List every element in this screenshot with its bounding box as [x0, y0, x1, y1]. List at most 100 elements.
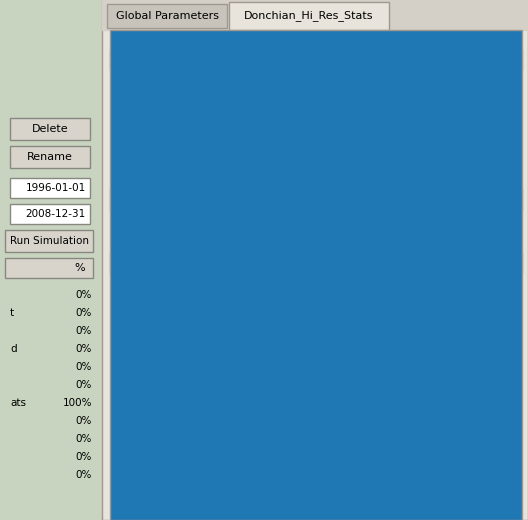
Bar — [408, 407, 419, 418]
Circle shape — [123, 118, 133, 128]
Text: ▼: ▼ — [417, 75, 425, 85]
Text: ats: ats — [10, 398, 26, 408]
Bar — [408, 359, 419, 370]
Text: 12%: 12% — [271, 244, 296, 254]
Bar — [408, 311, 419, 322]
Text: t: t — [10, 308, 14, 318]
Text: 0: 0 — [498, 382, 506, 395]
Bar — [425, 137, 510, 153]
Bar — [320, 241, 410, 257]
Text: Step: Step — [380, 359, 406, 369]
Bar — [300, 70, 430, 90]
Text: 50: 50 — [491, 161, 506, 174]
Text: 2: 2 — [498, 333, 506, 346]
Text: 1996-01-01: 1996-01-01 — [26, 183, 86, 193]
Text: 0%: 0% — [76, 326, 92, 336]
Text: System: Donchian_Hi_Res_Stats: System: Donchian_Hi_Res_Stats — [118, 41, 366, 55]
Text: 0%: 0% — [76, 416, 92, 426]
Text: %: % — [74, 263, 86, 273]
Bar — [425, 308, 510, 324]
Circle shape — [126, 83, 130, 87]
Text: All Liquid: All Liquid — [306, 73, 360, 86]
Text: Step: Step — [380, 162, 406, 172]
Text: ▲: ▲ — [504, 258, 512, 268]
Text: Step: Step — [380, 335, 406, 345]
Bar — [107, 4, 227, 28]
Text: Delete: Delete — [32, 124, 68, 134]
Text: Exit Breakout (days): Exit Breakout (days) — [118, 358, 238, 370]
Text: 0%: 0% — [76, 380, 92, 390]
Text: Step: Step — [380, 224, 406, 234]
Text: Exit Offset (ATR): Exit Offset (ATR) — [118, 382, 215, 395]
Bar — [10, 178, 90, 198]
Bar — [412, 70, 430, 90]
Bar — [408, 140, 419, 151]
Bar — [425, 159, 510, 175]
Text: Futures: Futures — [138, 79, 182, 92]
Text: 100%: 100% — [62, 398, 92, 408]
Bar — [408, 224, 419, 235]
Text: Risk Per Trade (%): Risk Per Trade (%) — [118, 223, 225, 236]
Text: Rename: Rename — [27, 152, 73, 162]
Text: 20: 20 — [491, 358, 506, 370]
Text: 0%: 0% — [76, 290, 92, 300]
Text: 0.05%: 0.05% — [161, 244, 196, 254]
Text: Step: Step — [380, 311, 406, 321]
Text: Step: Step — [380, 407, 406, 417]
Bar — [220, 241, 300, 257]
Bar — [5, 230, 93, 252]
Text: 0%: 0% — [76, 308, 92, 318]
Text: Step: Step — [380, 287, 406, 297]
Bar — [425, 380, 510, 396]
Text: 10: 10 — [491, 406, 506, 419]
Bar — [425, 284, 510, 300]
Bar — [425, 404, 510, 420]
Text: 300: 300 — [484, 138, 506, 151]
Text: Portfolio Manager: Portfolio Manager — [118, 54, 244, 67]
Text: Stocks: Stocks — [138, 98, 177, 110]
Text: MACD Short Average (days): MACD Short Average (days) — [118, 161, 282, 174]
Bar — [120, 241, 200, 257]
Bar — [110, 253, 522, 273]
Text: by: by — [301, 244, 315, 254]
Text: 0%: 0% — [76, 434, 92, 444]
Bar — [425, 356, 510, 372]
Text: Step: Step — [380, 140, 406, 150]
Circle shape — [123, 99, 133, 109]
Bar — [10, 204, 90, 224]
Text: Run Simulation: Run Simulation — [10, 236, 89, 246]
Bar — [408, 383, 419, 394]
Text: Forex: Forex — [138, 116, 170, 129]
Text: Donchian_Hi_Res_Stats: Donchian_Hi_Res_Stats — [244, 10, 374, 21]
Text: Entry Breakout (days): Entry Breakout (days) — [118, 285, 248, 298]
Text: 0.05%: 0.05% — [371, 244, 406, 254]
Bar — [10, 118, 90, 140]
Bar — [0, 0, 100, 520]
Bar — [102, 0, 528, 30]
Text: ✓: ✓ — [409, 224, 417, 234]
Text: 0%: 0% — [76, 362, 92, 372]
Bar — [110, 189, 522, 190]
Text: from: from — [425, 224, 451, 234]
Text: ATR (days): ATR (days) — [118, 406, 182, 419]
Text: ▲: ▲ — [504, 55, 512, 65]
Text: MACD Long Average (days): MACD Long Average (days) — [118, 138, 278, 151]
Bar — [110, 30, 522, 520]
Text: ▲: ▲ — [504, 195, 512, 205]
Text: 2008-12-31: 2008-12-31 — [26, 209, 86, 219]
Text: Entries and Exits: Entries and Exits — [118, 256, 237, 269]
Bar — [5, 258, 93, 278]
Text: Entry Offset (ATR): Entry Offset (ATR) — [118, 309, 224, 322]
Bar — [229, 2, 389, 30]
Bar — [408, 162, 419, 173]
Bar — [425, 332, 510, 348]
Text: 0%: 0% — [76, 470, 92, 480]
Text: to: to — [202, 244, 213, 254]
Text: Money Manager: Money Manager — [118, 193, 231, 206]
Text: 0%: 0% — [76, 452, 92, 462]
Text: d: d — [10, 344, 16, 354]
Text: 30: 30 — [491, 285, 506, 298]
Bar — [408, 287, 419, 298]
Bar — [102, 0, 528, 520]
Bar — [408, 335, 419, 346]
